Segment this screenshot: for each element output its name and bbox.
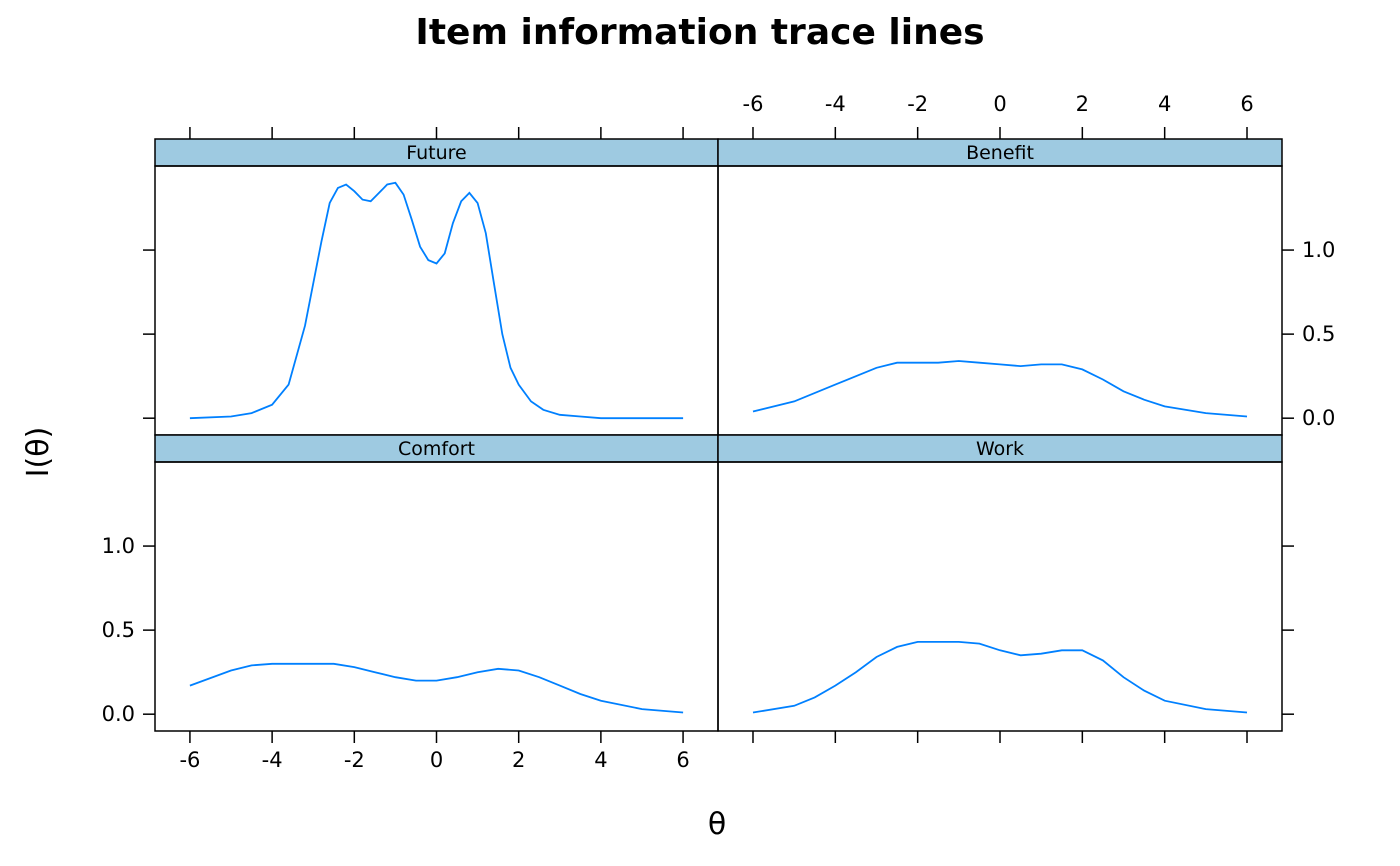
y-tick-label-comfort: 0.0 (102, 702, 135, 726)
strip-label-work: Work (976, 438, 1024, 460)
y-tick-label-comfort: 0.5 (102, 618, 135, 642)
plot-frame-comfort (154, 461, 719, 732)
panel-future: Future (143, 127, 719, 436)
trace-line-future (189, 181, 684, 420)
panels-layer: Future Benefit -6 -4 -2 0 2 4 6 0.0 0.5 1.0 Comfort -… (102, 92, 1336, 772)
x-tick-label-comfort: 4 (594, 748, 607, 772)
x-tick-label-comfort: -6 (179, 748, 200, 772)
y-tick-label-benefit: 0.5 (1302, 322, 1335, 346)
x-tick-label-comfort: 6 (676, 748, 689, 772)
x-tick-label-benefit: -4 (825, 92, 846, 116)
plot-frame-future (154, 165, 719, 436)
x-tick-label-benefit: 2 (1076, 92, 1089, 116)
panel-comfort: Comfort -6 -4 -2 0 2 4 6 0.0 0.5 1.0 (102, 434, 719, 772)
x-tick-label-benefit: -2 (907, 92, 928, 116)
panel-benefit: Benefit -6 -4 -2 0 2 4 6 0.0 0.5 1.0 (717, 92, 1335, 436)
x-tick-label-benefit: 4 (1158, 92, 1171, 116)
y-axis-title: I(θ) (21, 427, 56, 478)
strip-label-comfort: Comfort (398, 438, 475, 460)
strip-future (154, 138, 719, 167)
plot-frame-work (717, 461, 1283, 732)
y-tick-label-comfort: 1.0 (102, 534, 135, 558)
panel-work: Work (717, 434, 1294, 743)
strip-label-benefit: Benefit (966, 142, 1034, 164)
trace-line-benefit (752, 360, 1248, 418)
x-axis-title: θ (708, 807, 726, 842)
x-tick-label-comfort: -4 (262, 748, 283, 772)
trace-line-comfort (189, 662, 684, 714)
strip-work (717, 434, 1283, 463)
x-tick-label-benefit: -6 (743, 92, 764, 116)
x-tick-label-comfort: -2 (344, 748, 365, 772)
plot-frame-benefit (717, 165, 1283, 436)
x-tick-label-benefit: 6 (1240, 92, 1253, 116)
y-tick-label-benefit: 1.0 (1302, 238, 1335, 262)
strip-comfort (154, 434, 719, 463)
x-tick-label-benefit: 0 (993, 92, 1006, 116)
strip-label-future: Future (406, 142, 467, 164)
x-tick-label-comfort: 0 (430, 748, 443, 772)
y-tick-label-benefit: 0.0 (1302, 406, 1335, 430)
x-tick-label-comfort: 2 (512, 748, 525, 772)
chart-title: Item information trace lines (415, 12, 984, 53)
trace-line-work (752, 641, 1248, 714)
